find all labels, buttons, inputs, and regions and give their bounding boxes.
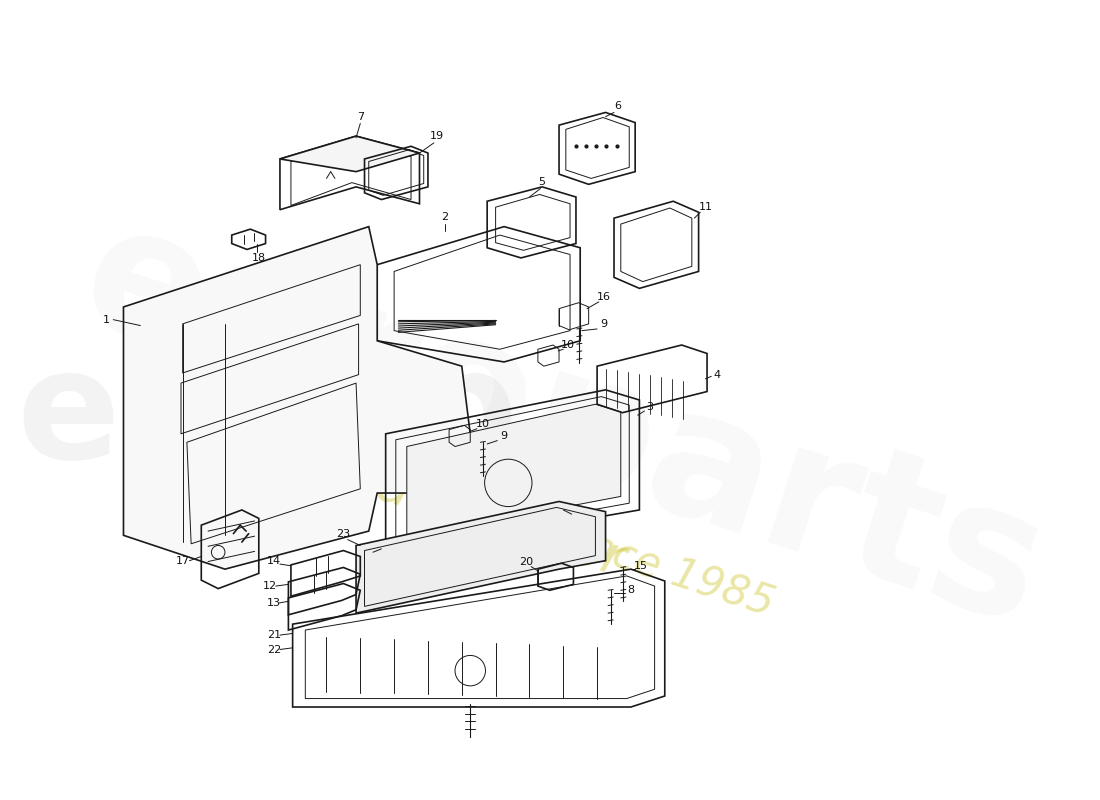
Polygon shape (279, 136, 419, 172)
Text: 18: 18 (252, 253, 266, 263)
Text: 21: 21 (267, 630, 282, 640)
Polygon shape (407, 404, 620, 537)
Text: 23: 23 (337, 529, 351, 538)
Text: 13: 13 (267, 598, 280, 608)
Text: 15: 15 (634, 561, 648, 570)
Text: 6: 6 (615, 101, 622, 110)
Text: 19: 19 (429, 131, 443, 141)
Text: 4: 4 (714, 370, 720, 380)
Text: europarts: europarts (62, 187, 1065, 663)
Text: 22: 22 (267, 645, 282, 654)
Polygon shape (356, 502, 606, 613)
Text: 10: 10 (476, 418, 490, 429)
Text: 11: 11 (698, 202, 713, 212)
Text: 3: 3 (646, 402, 653, 412)
Text: 5: 5 (539, 177, 546, 186)
Text: 7: 7 (356, 112, 364, 122)
Text: 9: 9 (500, 430, 507, 441)
Text: a passion for: a passion for (293, 433, 631, 587)
Text: 9: 9 (601, 319, 607, 329)
Text: 8: 8 (627, 586, 635, 595)
Text: 14: 14 (267, 556, 282, 566)
Text: 12: 12 (263, 581, 277, 591)
Text: 16: 16 (597, 292, 611, 302)
Text: 1: 1 (103, 314, 110, 325)
Text: 10: 10 (561, 340, 574, 350)
Polygon shape (123, 226, 470, 569)
Text: 20: 20 (519, 558, 534, 567)
Text: 2: 2 (441, 212, 449, 222)
Text: 17: 17 (176, 556, 189, 566)
Text: europ: europ (16, 342, 518, 491)
Text: since 1985: since 1985 (550, 514, 780, 624)
